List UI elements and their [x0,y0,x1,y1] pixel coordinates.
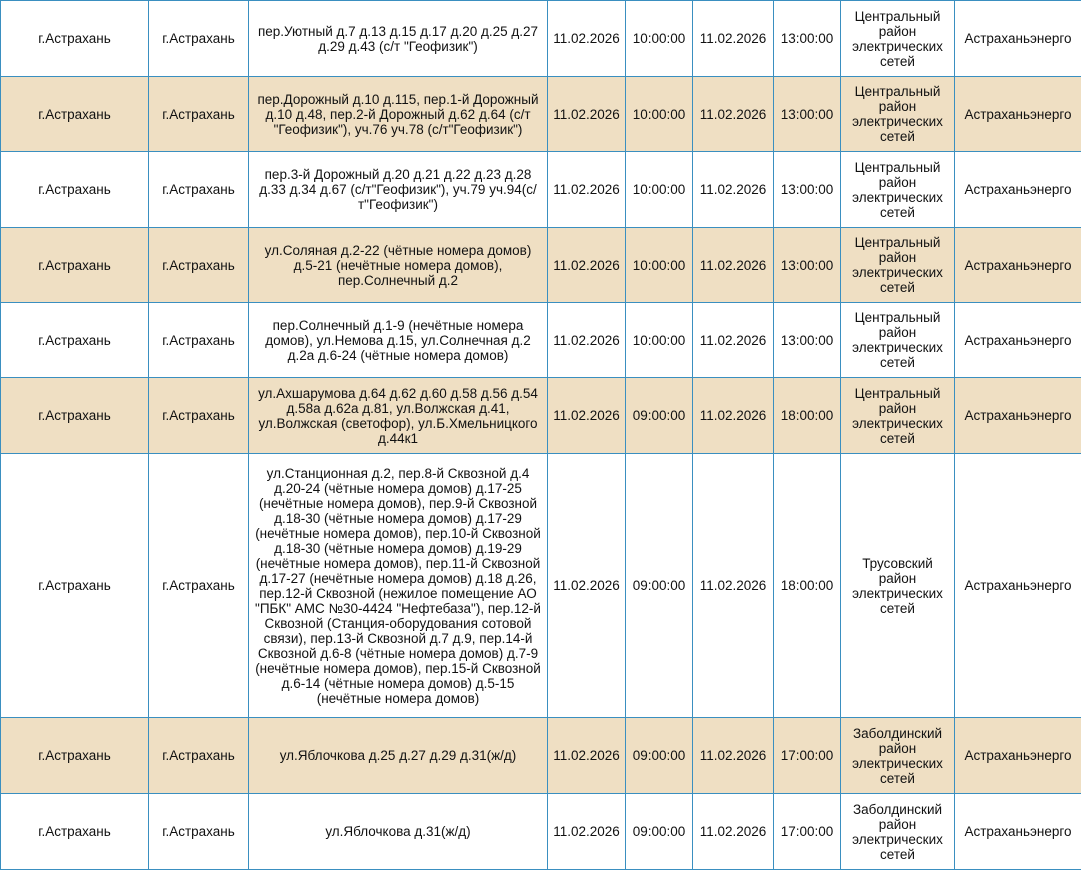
cell-start-time: 09:00:00 [626,378,693,454]
cell-start-time: 10:00:00 [626,77,693,152]
cell-city: г.Астрахань [1,1,149,77]
cell-start-time: 10:00:00 [626,303,693,378]
cell-org: Астраханьэнерго [955,228,1081,303]
cell-org: Астраханьэнерго [955,454,1081,718]
cell-start-date: 11.02.2026 [548,152,626,228]
cell-org: Астраханьэнерго [955,77,1081,152]
cell-address: пер.Солнечный д.1-9 (нечётные номера дом… [249,303,548,378]
cell-start-time: 10:00:00 [626,152,693,228]
cell-district: Центральный район электрических сетей [841,1,955,77]
cell-end-date: 11.02.2026 [693,77,774,152]
cell-locality: г.Астрахань [149,228,249,303]
cell-district: Центральный район электрических сетей [841,152,955,228]
cell-city: г.Астрахань [1,77,149,152]
cell-start-time: 09:00:00 [626,718,693,794]
cell-start-date: 11.02.2026 [548,228,626,303]
cell-locality: г.Астрахань [149,794,249,870]
cell-org: Астраханьэнерго [955,1,1081,77]
cell-org: Астраханьэнерго [955,303,1081,378]
cell-district: Центральный район электрических сетей [841,303,955,378]
cell-city: г.Астрахань [1,303,149,378]
cell-start-time: 10:00:00 [626,1,693,77]
cell-end-date: 11.02.2026 [693,718,774,794]
cell-city: г.Астрахань [1,454,149,718]
cell-locality: г.Астрахань [149,378,249,454]
cell-locality: г.Астрахань [149,77,249,152]
cell-end-time: 13:00:00 [774,303,841,378]
cell-district: Центральный район электрических сетей [841,378,955,454]
cell-city: г.Астрахань [1,228,149,303]
cell-district: Заболдинский район электрических сетей [841,794,955,870]
cell-locality: г.Астрахань [149,454,249,718]
cell-start-date: 11.02.2026 [548,718,626,794]
cell-end-time: 17:00:00 [774,794,841,870]
cell-end-date: 11.02.2026 [693,1,774,77]
cell-district: Центральный район электрических сетей [841,77,955,152]
cell-address: ул.Станционная д.2, пер.8-й Сквозной д.4… [249,454,548,718]
cell-end-time: 13:00:00 [774,228,841,303]
cell-city: г.Астрахань [1,378,149,454]
cell-end-time: 13:00:00 [774,77,841,152]
cell-end-time: 18:00:00 [774,378,841,454]
cell-org: Астраханьэнерго [955,152,1081,228]
cell-start-date: 11.02.2026 [548,303,626,378]
cell-start-time: 09:00:00 [626,454,693,718]
cell-end-date: 11.02.2026 [693,454,774,718]
cell-city: г.Астрахань [1,152,149,228]
cell-start-date: 11.02.2026 [548,378,626,454]
cell-locality: г.Астрахань [149,152,249,228]
cell-start-date: 11.02.2026 [548,1,626,77]
cell-locality: г.Астрахань [149,1,249,77]
cell-org: Астраханьэнерго [955,378,1081,454]
cell-address: ул.Яблочкова д.31(ж/д) [249,794,548,870]
cell-district: Центральный район электрических сетей [841,228,955,303]
cell-end-time: 13:00:00 [774,152,841,228]
cell-city: г.Астрахань [1,794,149,870]
cell-address: ул.Соляная д.2-22 (чётные номера домов) … [249,228,548,303]
cell-end-time: 13:00:00 [774,1,841,77]
cell-org: Астраханьэнерго [955,794,1081,870]
cell-end-date: 11.02.2026 [693,303,774,378]
cell-locality: г.Астрахань [149,718,249,794]
cell-locality: г.Астрахань [149,303,249,378]
cell-address: пер.3-й Дорожный д.20 д.21 д.22 д.23 д.2… [249,152,548,228]
cell-end-time: 17:00:00 [774,718,841,794]
cell-city: г.Астрахань [1,718,149,794]
cell-start-date: 11.02.2026 [548,794,626,870]
cell-org: Астраханьэнерго [955,718,1081,794]
cell-district: Трусовский район электрических сетей [841,454,955,718]
cell-end-time: 18:00:00 [774,454,841,718]
cell-end-date: 11.02.2026 [693,378,774,454]
cell-address: ул.Ахшарумова д.64 д.62 д.60 д.58 д.56 д… [249,378,548,454]
cell-start-date: 11.02.2026 [548,454,626,718]
cell-address: пер.Дорожный д.10 д.115, пер.1-й Дорожны… [249,77,548,152]
cell-start-date: 11.02.2026 [548,77,626,152]
cell-end-date: 11.02.2026 [693,794,774,870]
cell-address: ул.Яблочкова д.25 д.27 д.29 д.31(ж/д) [249,718,548,794]
cell-address: пер.Уютный д.7 д.13 д.15 д.17 д.20 д.25 … [249,1,548,77]
cell-start-time: 10:00:00 [626,228,693,303]
cell-end-date: 11.02.2026 [693,152,774,228]
cell-end-date: 11.02.2026 [693,228,774,303]
cell-start-time: 09:00:00 [626,794,693,870]
cell-district: Заболдинский район электрических сетей [841,718,955,794]
